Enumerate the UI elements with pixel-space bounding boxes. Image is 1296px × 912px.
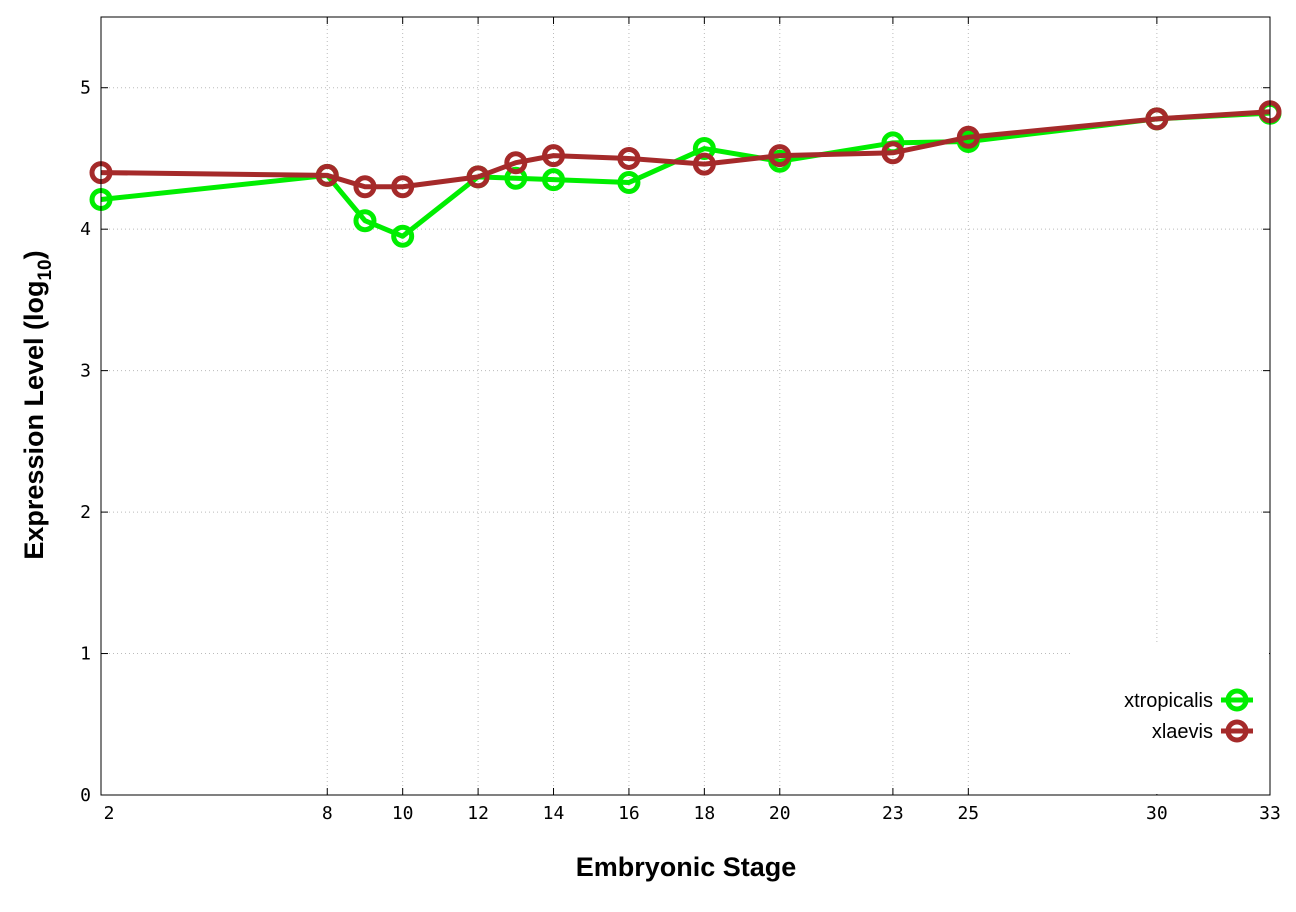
x-tick-label: 2 (104, 803, 115, 824)
x-tick-label: 33 (1259, 803, 1281, 824)
data-point-xlaevis (466, 165, 490, 189)
data-point-xtropicalis (353, 209, 377, 233)
data-point-xtropicalis (391, 224, 415, 248)
y-axis-label: Expression Level (log10) (19, 250, 56, 559)
series-lines (89, 100, 1282, 248)
x-tick-label: 16 (618, 803, 640, 824)
data-point-xlaevis (315, 163, 339, 187)
y-tick-label: 0 (80, 785, 91, 806)
legend: xtropicalis xlaevis (1124, 688, 1253, 743)
data-point-xlaevis (1145, 107, 1169, 131)
data-point-xlaevis (692, 152, 716, 176)
x-axis-label: Embryonic Stage (576, 852, 797, 882)
data-point-xlaevis (617, 146, 641, 170)
legend-marker (1225, 688, 1249, 712)
x-tick-label: 23 (882, 803, 904, 824)
y-tick-label: 3 (80, 361, 91, 382)
data-point-xlaevis (956, 125, 980, 149)
x-tick-label: 10 (392, 803, 414, 824)
data-point-xlaevis (881, 141, 905, 165)
x-tick-label: 25 (957, 803, 979, 824)
data-point-xlaevis (542, 144, 566, 168)
x-tick-label: 18 (694, 803, 716, 824)
y-tick-label: 5 (80, 78, 91, 99)
data-point-xtropicalis (542, 168, 566, 192)
y-tick-label: 1 (80, 644, 91, 665)
x-tick-label: 20 (769, 803, 791, 824)
data-point-xlaevis (391, 175, 415, 199)
x-tick-label: 12 (467, 803, 489, 824)
y-tick-label: 4 (80, 219, 91, 240)
x-tick-label: 8 (322, 803, 333, 824)
legend-label: xlaevis (1152, 721, 1213, 743)
legend-label: xtropicalis (1124, 690, 1213, 712)
legend-marker (1225, 719, 1249, 743)
plot-frame (100, 16, 1271, 796)
data-point-xtropicalis (617, 171, 641, 195)
data-point-xlaevis (504, 151, 528, 175)
grid (101, 17, 1270, 795)
x-tick-label: 14 (543, 803, 565, 824)
series-line-xlaevis (100, 109, 1271, 190)
data-point-xlaevis (353, 175, 377, 199)
data-point-xlaevis (768, 144, 792, 168)
x-tick-label: 30 (1146, 803, 1168, 824)
legend-background (1072, 644, 1269, 794)
y-tick-label: 2 (80, 502, 91, 523)
